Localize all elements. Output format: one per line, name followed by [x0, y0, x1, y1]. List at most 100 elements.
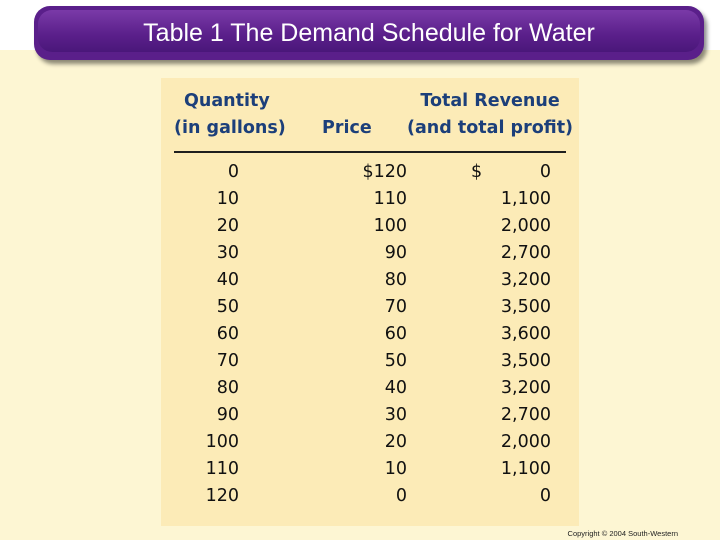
schedule-rows: 0 $120 $0 10 110 1,100 20 100 2,000 30 90 2,700 40 80…	[161, 159, 551, 510]
slide-title: Table 1 The Demand Schedule for Water	[143, 19, 595, 47]
spacer-cell	[239, 240, 362, 267]
price-cell: 60	[384, 324, 407, 344]
quantity-cell: 110	[205, 459, 239, 479]
dollar-sign-cell	[471, 321, 491, 348]
price-cell: 110	[373, 189, 407, 209]
spacer-cell	[407, 456, 471, 483]
revenue-cell: 2,000	[500, 432, 551, 452]
revenue-cell: 3,500	[500, 297, 551, 317]
table-row: 30 90 2,700	[161, 240, 551, 267]
demand-schedule-table: Quantity (in gallons) Price Total Revenu…	[161, 78, 579, 526]
header-quantity: Quantity (in gallons)	[174, 88, 286, 142]
spacer-cell	[407, 267, 471, 294]
table-row: 20 100 2,000	[161, 213, 551, 240]
dollar-sign-cell	[471, 375, 491, 402]
spacer-cell	[239, 456, 362, 483]
price-cell: 30	[384, 405, 407, 425]
spacer-cell	[239, 213, 362, 240]
table-row: 120 0 0	[161, 483, 551, 510]
price-cell: 50	[384, 351, 407, 371]
title-bar: Table 1 The Demand Schedule for Water	[34, 6, 704, 60]
revenue-cell: 1,100	[500, 459, 551, 479]
rows-body: 0 $120 $0 10 110 1,100 20 100 2,000 30 90 2,700 40 80…	[161, 159, 551, 510]
revenue-cell: 3,200	[500, 270, 551, 290]
spacer-cell	[239, 186, 362, 213]
spacer-cell	[407, 429, 471, 456]
price-cell: 0	[395, 486, 407, 506]
revenue-cell: 1,100	[500, 189, 551, 209]
dollar-sign-cell	[471, 186, 491, 213]
price-cell: 20	[384, 432, 407, 452]
dollar-sign-cell	[471, 348, 491, 375]
revenue-cell: 0	[539, 486, 551, 506]
dollar-sign-cell: $	[471, 162, 483, 182]
dollar-sign-cell	[471, 240, 491, 267]
quantity-cell: 40	[216, 270, 239, 290]
title-bar-inner	[38, 10, 700, 52]
header-quantity-line1: Quantity	[184, 91, 270, 111]
header-price-label: Price	[322, 118, 372, 138]
revenue-cell: 0	[539, 162, 551, 182]
table-row: 60 60 3,600	[161, 321, 551, 348]
dollar-sign-cell	[471, 483, 491, 510]
quantity-cell: 60	[216, 324, 239, 344]
table-row: 110 10 1,100	[161, 456, 551, 483]
quantity-cell: 80	[216, 378, 239, 398]
revenue-cell: 3,500	[500, 351, 551, 371]
spacer-cell	[239, 483, 362, 510]
table-row: 10 110 1,100	[161, 186, 551, 213]
quantity-cell: 20	[216, 216, 239, 236]
quantity-cell: 100	[205, 432, 239, 452]
header-revenue: Total Revenue (and total profit)	[407, 88, 573, 142]
quantity-cell: 10	[216, 189, 239, 209]
spacer-cell	[407, 159, 471, 186]
spacer-cell	[239, 429, 362, 456]
quantity-cell: 70	[216, 351, 239, 371]
dollar-sign-cell	[471, 456, 491, 483]
spacer-cell	[407, 321, 471, 348]
dollar-sign-cell	[471, 294, 491, 321]
revenue-cell: 3,200	[500, 378, 551, 398]
header-quantity-line2: (in gallons)	[174, 118, 286, 138]
spacer-cell	[407, 483, 471, 510]
dollar-sign-cell	[471, 402, 491, 429]
header-revenue-line2: (and total profit)	[407, 118, 574, 138]
table-row: 100 20 2,000	[161, 429, 551, 456]
table-row: 70 50 3,500	[161, 348, 551, 375]
spacer-cell	[239, 375, 362, 402]
quantity-cell: 30	[216, 243, 239, 263]
revenue-cell: 2,700	[500, 243, 551, 263]
spacer-cell	[239, 402, 362, 429]
price-cell: 40	[384, 378, 407, 398]
quantity-cell: 90	[216, 405, 239, 425]
price-cell: 10	[384, 459, 407, 479]
spacer-cell	[407, 213, 471, 240]
table-row: 40 80 3,200	[161, 267, 551, 294]
price-cell: 90	[384, 243, 407, 263]
table-row: 90 30 2,700	[161, 402, 551, 429]
spacer-cell	[407, 240, 471, 267]
table-row: 0 $120 $0	[161, 159, 551, 186]
table-row: 50 70 3,500	[161, 294, 551, 321]
revenue-cell: 3,600	[500, 324, 551, 344]
dollar-sign-cell	[471, 267, 491, 294]
spacer-cell	[239, 321, 362, 348]
spacer-cell	[407, 186, 471, 213]
revenue-cell: 2,000	[500, 216, 551, 236]
header-revenue-line1: Total Revenue	[420, 91, 560, 111]
spacer-cell	[407, 294, 471, 321]
quantity-cell: 120	[205, 486, 239, 506]
price-cell: 70	[384, 297, 407, 317]
spacer-cell	[239, 267, 362, 294]
spacer-cell	[407, 375, 471, 402]
dollar-sign-cell	[471, 213, 491, 240]
header-rule	[174, 151, 566, 153]
table-row: 80 40 3,200	[161, 375, 551, 402]
dollar-sign-cell	[471, 429, 491, 456]
header-price: Price	[322, 115, 372, 142]
copyright-text: Copyright © 2004 South-Western	[567, 529, 678, 538]
spacer-cell	[407, 402, 471, 429]
quantity-cell: 50	[216, 297, 239, 317]
revenue-cell: 2,700	[500, 405, 551, 425]
price-cell: 80	[384, 270, 407, 290]
